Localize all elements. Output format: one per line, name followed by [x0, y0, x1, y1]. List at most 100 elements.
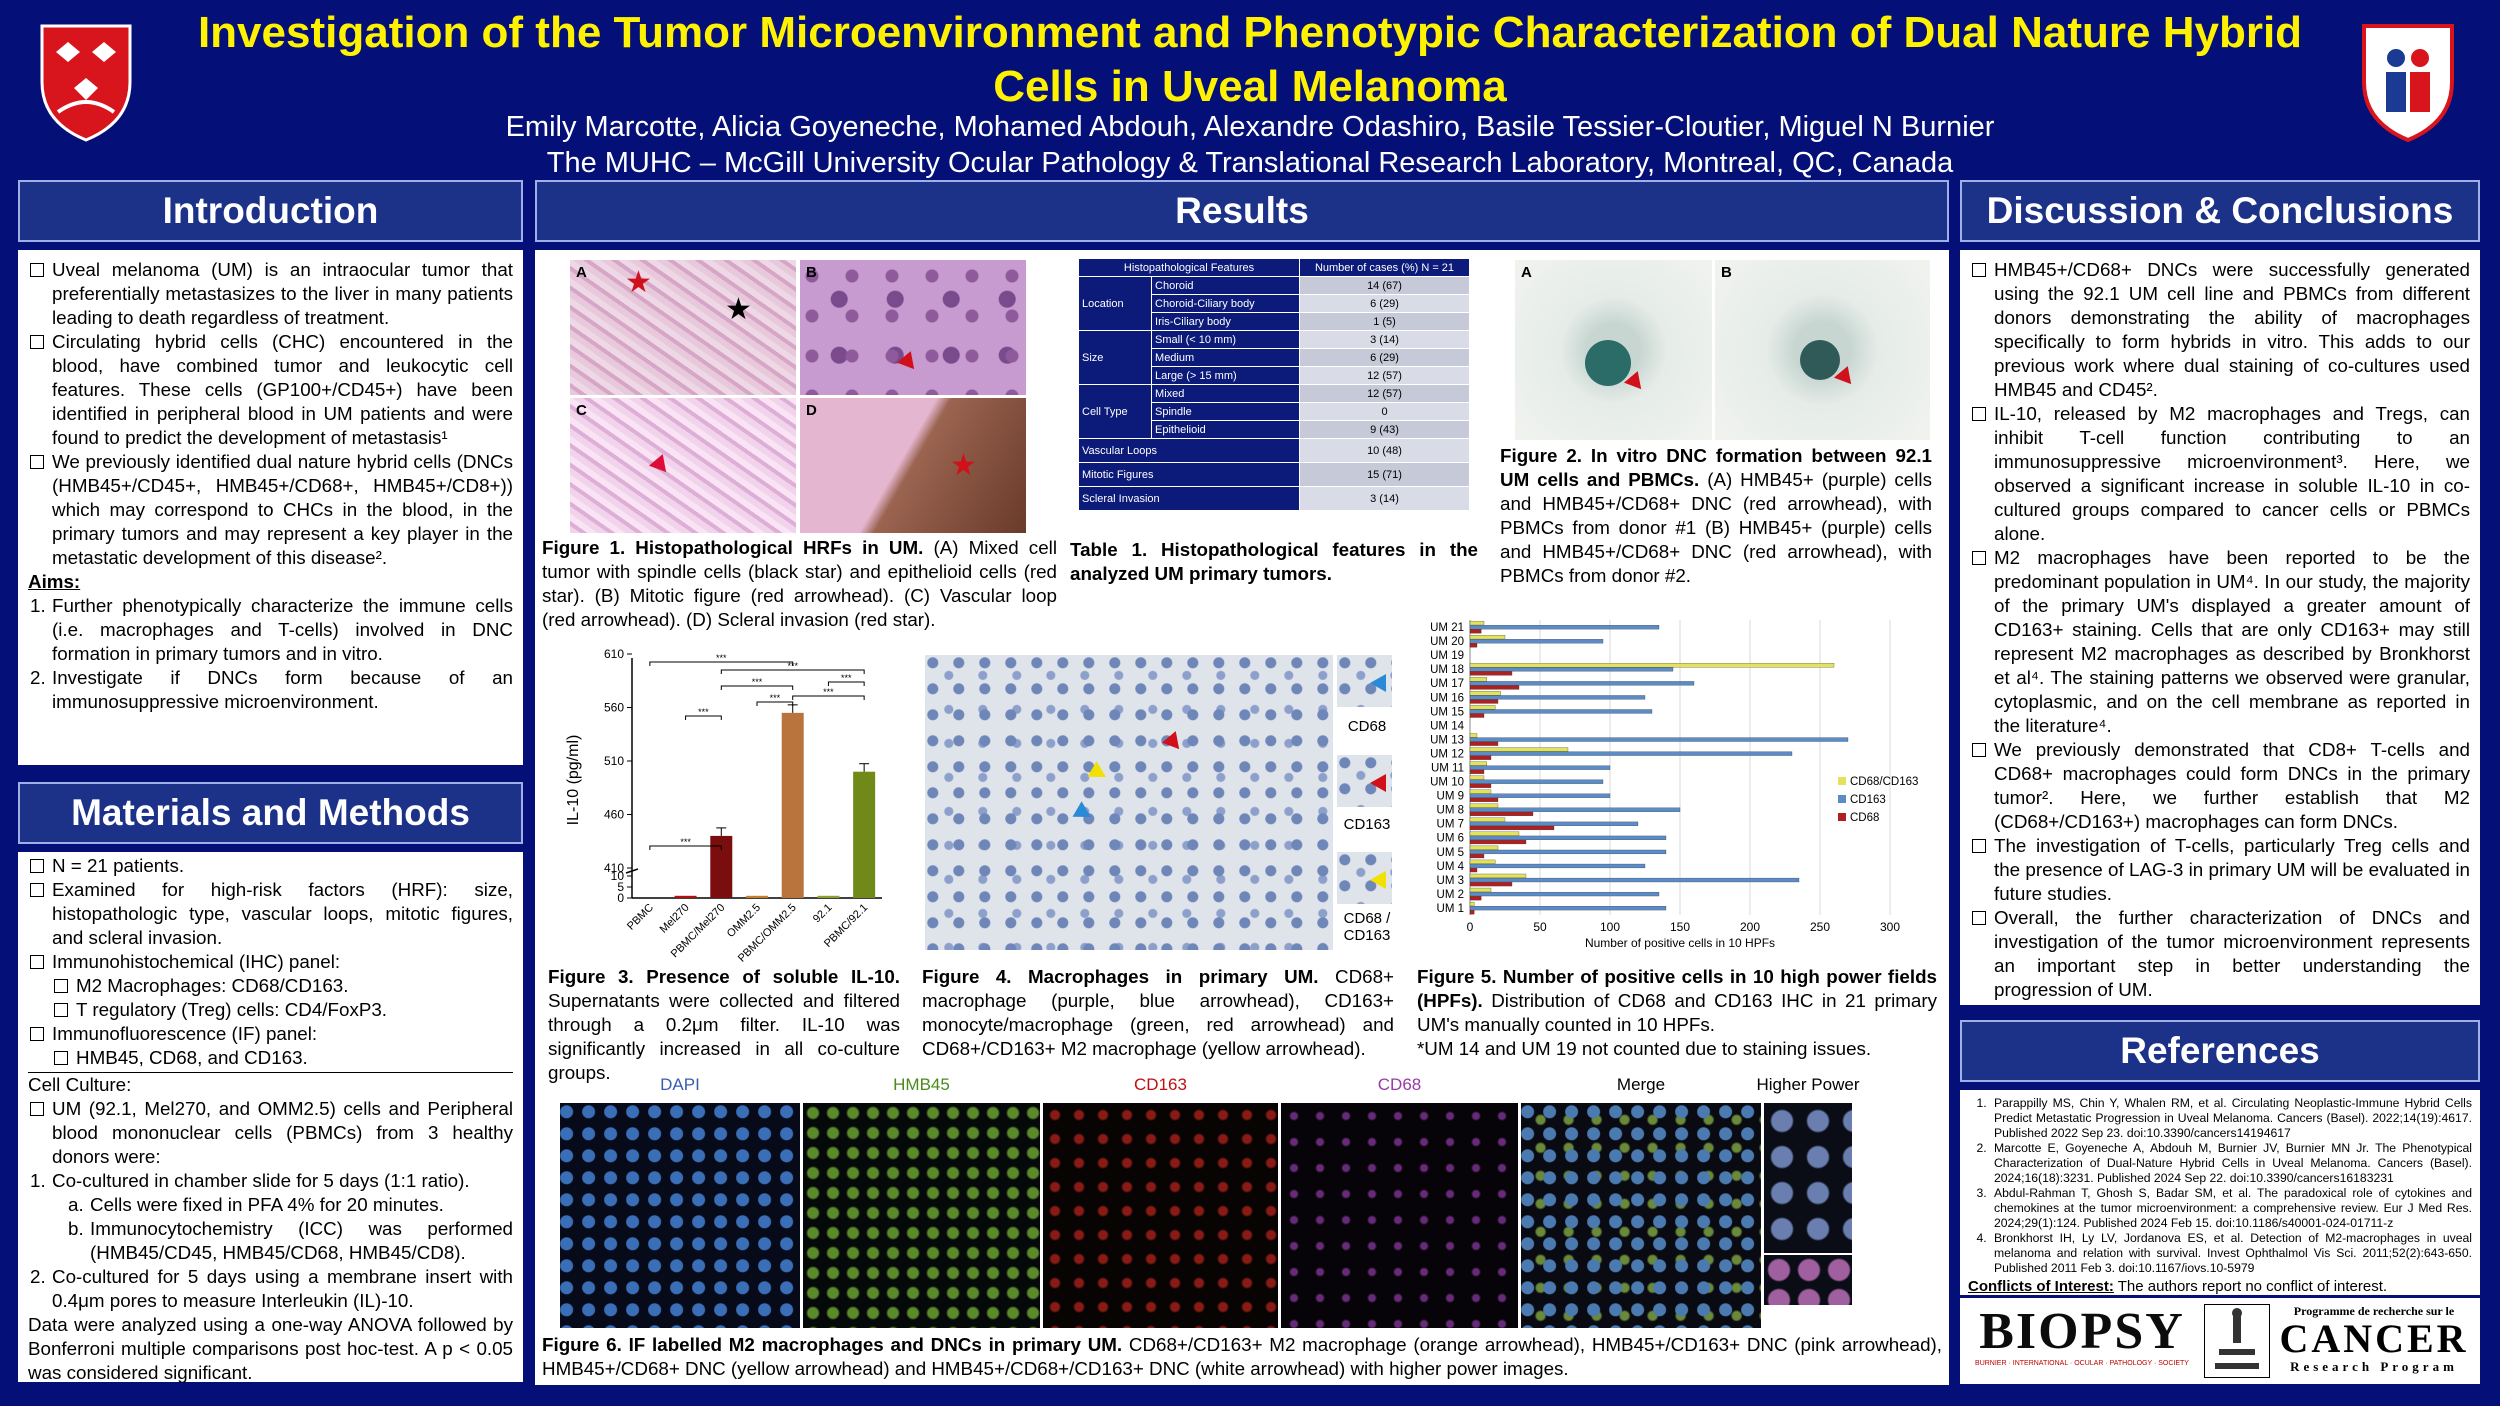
bar: [1469, 891, 1660, 897]
y-tick-label: UM 3: [1437, 875, 1464, 887]
x-tick-label: 50: [1533, 920, 1547, 934]
legend-label: CD163: [1850, 794, 1886, 806]
significance-label: ***: [716, 653, 727, 663]
bar: [1469, 755, 1492, 760]
y-tick-label: UM 16: [1430, 692, 1464, 704]
bar: [1469, 835, 1667, 840]
table-cell: Mixed: [1151, 384, 1300, 403]
cancer-program-logo: Programme de recherche sur le CANCER Res…: [2276, 1304, 2472, 1378]
x-tick-label: 200: [1740, 920, 1760, 934]
bar: [1469, 882, 1513, 887]
dnc-cell: [1585, 340, 1631, 386]
table-header: Number of cases (%) N = 21: [1299, 258, 1470, 277]
introduction-header: Introduction: [18, 180, 523, 242]
bar: [1469, 839, 1527, 845]
legend-swatch: [1838, 813, 1846, 821]
significance-bracket: [827, 681, 865, 686]
y-tick-label: UM 18: [1430, 664, 1464, 676]
y-tick-label: UM 7: [1437, 819, 1464, 831]
y-tick-label: UM 9: [1437, 791, 1464, 803]
intro-bullet: Circulating hybrid cells (CHC) encounter…: [28, 330, 513, 450]
biopsy-logo: BIOPSY BURNIER · INTERNATIONAL · OCULAR …: [1966, 1304, 2198, 1378]
results-header: Results: [535, 180, 1949, 242]
table-row: Location Choroid 14 (67): [1077, 276, 1470, 331]
biopsy-logo-subtext: BURNIER · INTERNATIONAL · OCULAR · PATHO…: [1975, 1360, 2189, 1367]
bar: [1469, 629, 1482, 634]
discussion-bullet: Overall, the further characterization of…: [1970, 906, 2470, 1002]
bar: [1469, 625, 1660, 630]
analysis-text: Data were analyzed using a one-way ANOVA…: [28, 1314, 513, 1383]
poster-title: Investigation of the Tumor Microenvironm…: [197, 8, 2303, 111]
red-star-icon: ★: [950, 449, 977, 482]
fig6-merge: [1521, 1103, 1761, 1328]
microscope-logo: [2204, 1304, 2270, 1378]
culture-step: Co-cultured in chamber slide for 5 days …: [52, 1170, 470, 1191]
significance-label: ***: [752, 677, 763, 687]
bar: [674, 895, 697, 898]
x-tick-label: 250: [1810, 920, 1830, 934]
table-row: Epithelioid 9 (43): [1078, 420, 1470, 439]
bar: [1469, 635, 1506, 640]
aim-item: Investigate if DNCs form because of an i…: [52, 667, 513, 712]
legend-swatch: [1838, 777, 1846, 785]
fig5-caption-text: Distribution of CD68 and CD163 IHC in 21…: [1417, 990, 1937, 1035]
legend-swatch: [1838, 795, 1846, 803]
y-tick-label: UM 5: [1437, 847, 1464, 859]
bar: [1469, 803, 1499, 808]
culture-bullet: UM (92.1, Mel270, and OMM2.5) cells and …: [28, 1097, 513, 1169]
references-panel: Parappilly MS, Chin Y, Whalen RM, et al.…: [1960, 1090, 2480, 1295]
bar: [1469, 741, 1499, 746]
bar: [1469, 779, 1604, 784]
table1: Histopathological Features Number of cas…: [1077, 258, 1470, 511]
y-tick-label: UM 10: [1430, 777, 1464, 789]
bar: [1469, 620, 1485, 626]
x-tick-label: 100: [1600, 920, 1620, 934]
bar: [1469, 817, 1506, 822]
y-tick-label: 10: [611, 869, 625, 883]
discussion-bullet: We previously demonstrated that CD8+ T-c…: [1970, 738, 2470, 834]
table-row: Vascular Loops 10 (48): [1078, 438, 1470, 463]
aims-label: Aims:: [28, 571, 81, 592]
fig2-caption-title: Figure 2. In vitro DNC formation between…: [1500, 445, 1932, 490]
red-arrowhead-icon: [1161, 731, 1187, 755]
table-cell: Choroid: [1151, 276, 1300, 295]
y-tick-label: 610: [604, 647, 624, 661]
fig3-caption: Figure 3. Presence of soluble IL-10. Sup…: [548, 965, 900, 1085]
table-cell: 12 (57): [1299, 366, 1470, 385]
y-tick-label: UM 4: [1437, 861, 1465, 873]
table-row: Size Small (< 10 mm) 3 (14): [1077, 330, 1470, 385]
significance-label: ***: [841, 673, 852, 683]
table-cell: Large (> 15 mm): [1151, 366, 1300, 385]
y-tick-label: UM 14: [1430, 720, 1464, 732]
ihc-sub-item: T regulatory (Treg) cells: CD4/FoxP3.: [28, 998, 513, 1022]
bar: [1469, 643, 1478, 648]
bar: [1469, 747, 1569, 752]
table-cell: Cell Type: [1077, 384, 1153, 439]
table-row: Large (> 15 mm) 12 (57): [1078, 366, 1470, 385]
red-arrowhead-icon: [1370, 774, 1386, 792]
bar: [1469, 677, 1487, 682]
y-tick-label: UM 6: [1437, 833, 1464, 845]
fig6-dapi: [560, 1103, 800, 1328]
bar: [1469, 685, 1520, 690]
y-tick-label: UM 13: [1430, 734, 1464, 746]
x-tick-label: 92.1: [811, 902, 835, 926]
y-tick-label: UM 15: [1430, 706, 1464, 718]
culture-substep: Immunocytochemistry (ICC) was performed …: [90, 1218, 513, 1263]
red-star-icon: ★: [625, 266, 652, 299]
table-cell: Epithelioid: [1151, 420, 1300, 439]
bar: [1469, 811, 1534, 816]
fig4-label: CD163: [1343, 816, 1391, 833]
mcgill-logo: [38, 22, 134, 142]
table-row: Spindle 0: [1078, 402, 1470, 421]
blue-arrowhead-icon: [1072, 801, 1096, 825]
y-tick-label: UM 12: [1430, 748, 1464, 760]
fig1-panel-a: A ★ ★: [570, 260, 796, 395]
red-arrowhead-icon: [1833, 366, 1859, 390]
cancer-logo-sub: Research Program: [2290, 1359, 2458, 1374]
methods-bullet: Immunohistochemical (IHC) panel:: [28, 950, 513, 974]
y-tick-label: UM 8: [1437, 805, 1464, 817]
panel-label: B: [806, 264, 817, 281]
table-cell: 12 (57): [1299, 384, 1470, 403]
fig4-caption: Figure 4. Macrophages in primary UM. CD6…: [922, 965, 1394, 1061]
